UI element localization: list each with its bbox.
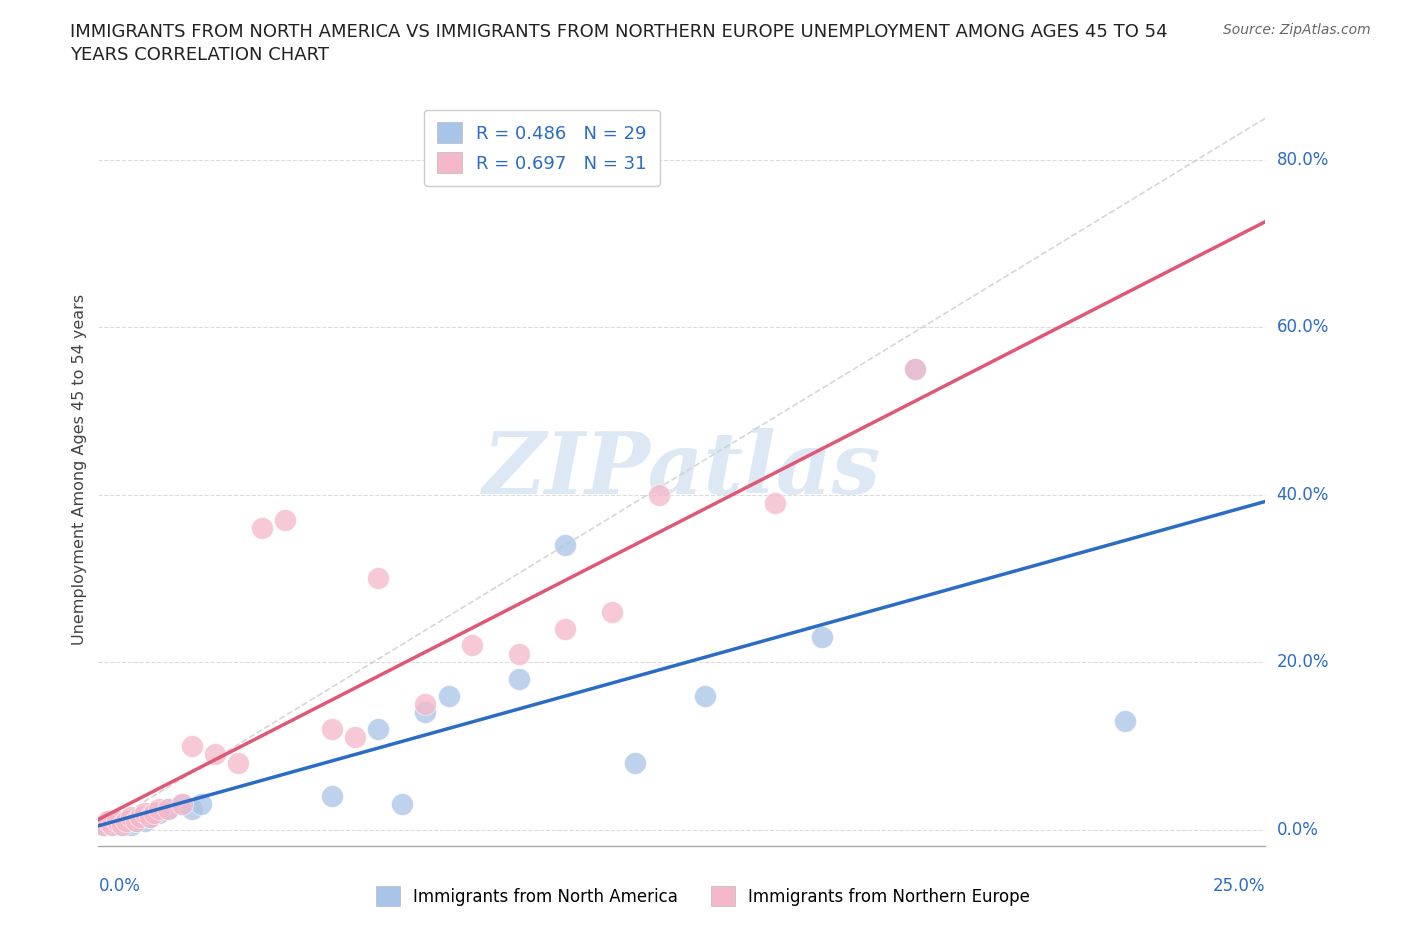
Legend: R = 0.486   N = 29, R = 0.697   N = 31: R = 0.486 N = 29, R = 0.697 N = 31 [425,110,659,186]
Point [413,697,436,711]
Text: 25.0%: 25.0% [1213,877,1265,895]
Legend: Immigrants from North America, Immigrants from Northern Europe: Immigrants from North America, Immigrant… [370,880,1036,912]
Point [437,688,460,703]
Point [91,818,114,833]
Point [180,802,202,817]
Text: 0.0%: 0.0% [98,877,141,895]
Point [120,818,142,833]
Text: ZIPatlas: ZIPatlas [482,428,882,512]
Point [157,802,180,817]
Point [508,671,530,686]
Point [111,818,134,833]
Point [115,814,138,829]
Point [554,621,576,636]
Point [228,755,250,770]
Point [190,797,212,812]
Point [461,638,484,653]
Text: 20.0%: 20.0% [1277,653,1329,671]
Point [250,521,273,536]
Point [111,818,134,833]
Point [367,722,389,737]
Point [134,805,156,820]
Text: YEARS CORRELATION CHART: YEARS CORRELATION CHART [70,46,329,64]
Point [763,496,786,511]
Point [344,730,367,745]
Point [125,814,148,829]
Point [180,738,202,753]
Point [91,818,114,833]
Point [321,722,343,737]
Point [125,814,148,829]
Point [115,814,138,829]
Point [129,809,152,825]
Point [413,705,436,720]
Point [508,646,530,661]
Point [904,362,927,377]
Point [101,818,124,833]
Point [105,814,128,829]
Point [695,688,717,703]
Text: 80.0%: 80.0% [1277,151,1329,169]
Point [139,809,162,825]
Point [904,362,927,377]
Point [391,797,413,812]
Point [143,805,166,820]
Text: Source: ZipAtlas.com: Source: ZipAtlas.com [1223,23,1371,37]
Point [148,802,170,817]
Point [367,571,389,586]
Text: 0.0%: 0.0% [1277,820,1319,839]
Point [172,797,194,812]
Text: IMMIGRANTS FROM NORTH AMERICA VS IMMIGRANTS FROM NORTHERN EUROPE UNEMPLOYMENT AM: IMMIGRANTS FROM NORTH AMERICA VS IMMIGRA… [70,23,1168,41]
Text: 40.0%: 40.0% [1277,485,1329,504]
Point [554,538,576,552]
Point [139,809,162,825]
Text: 60.0%: 60.0% [1277,318,1329,337]
Point [600,604,623,619]
Point [274,512,297,527]
Point [148,805,170,820]
Point [101,818,124,833]
Point [172,797,194,812]
Point [1114,713,1136,728]
Point [97,814,120,829]
Point [120,809,142,825]
Point [321,789,343,804]
Point [624,755,647,770]
Y-axis label: Unemployment Among Ages 45 to 54 years: Unemployment Among Ages 45 to 54 years [72,294,87,645]
Point [811,630,834,644]
Point [157,802,180,817]
Point [647,487,669,502]
Point [97,814,120,829]
Point [105,814,128,829]
Point [129,809,152,825]
Point [134,814,156,829]
Point [143,805,166,820]
Point [204,747,226,762]
